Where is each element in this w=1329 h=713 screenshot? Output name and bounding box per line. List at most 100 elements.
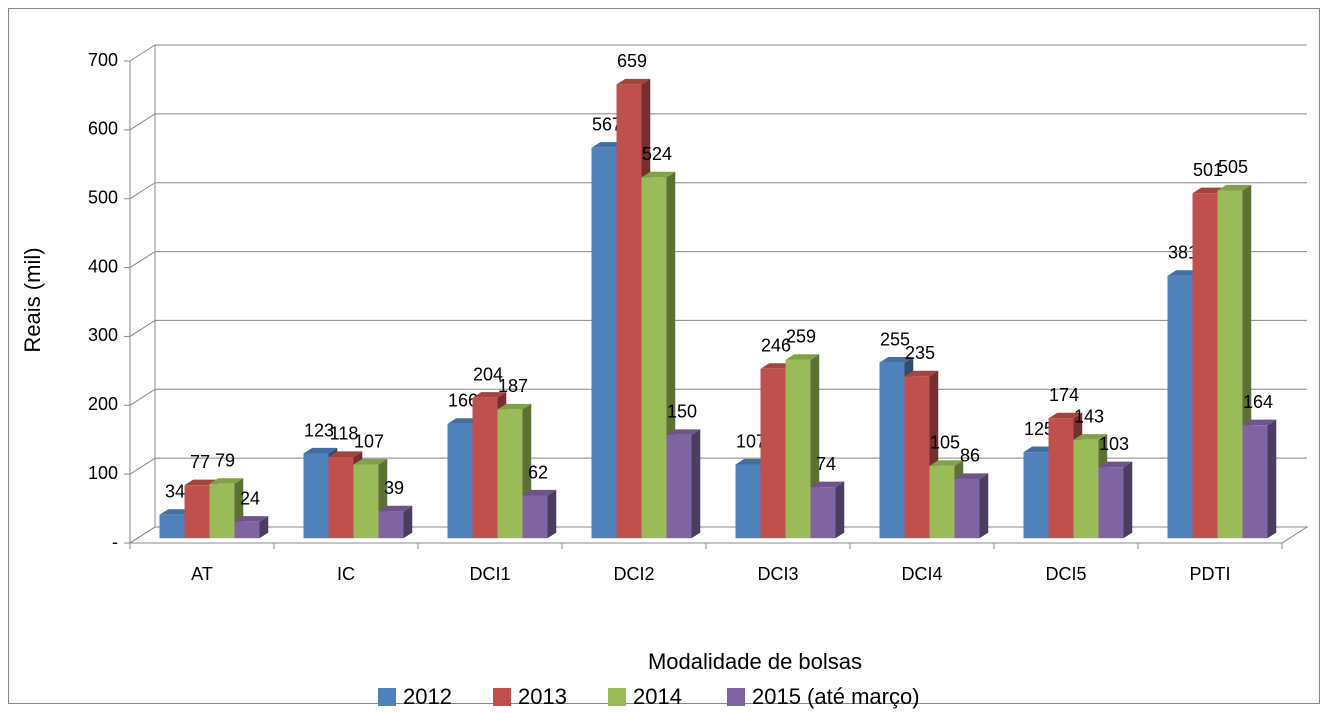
value-label: 34 [165, 482, 185, 502]
bar-top [472, 392, 507, 398]
bar [735, 464, 761, 539]
bar [1073, 439, 1099, 539]
bar [785, 359, 811, 539]
bar [904, 376, 930, 539]
value-label: 187 [498, 376, 528, 396]
bar [1192, 193, 1218, 539]
bar [616, 84, 642, 539]
bar-side [1267, 419, 1277, 539]
value-label: 166 [448, 391, 478, 411]
bar-3d [234, 516, 269, 539]
bar [209, 483, 235, 539]
bar-top [1048, 412, 1083, 419]
value-label: 24 [240, 488, 260, 508]
bar-top [810, 481, 845, 488]
bar-top [234, 516, 269, 522]
legend-swatch [727, 688, 745, 706]
bar [954, 478, 980, 539]
bar [1217, 190, 1243, 539]
bar [929, 465, 955, 539]
bar-side [547, 489, 557, 539]
legend-swatch [378, 688, 396, 706]
bar-side [691, 429, 701, 539]
bar [1023, 452, 1049, 539]
bar [378, 511, 404, 539]
legend-label: 2015 (até março) [752, 684, 920, 709]
y-tick-label: 500 [88, 187, 118, 207]
bar-3d [1242, 419, 1277, 539]
bar-top [879, 357, 914, 363]
bar-top [616, 78, 651, 85]
bar-top [785, 354, 820, 360]
legend-label: 2013 [518, 684, 567, 709]
value-label: 505 [1218, 157, 1248, 177]
x-tick-label: AT [191, 564, 213, 584]
value-label: 39 [384, 478, 404, 498]
grid-line [129, 251, 1307, 268]
bar [760, 368, 786, 539]
y-tick-label: - [112, 532, 118, 552]
value-label: 77 [190, 452, 210, 472]
x-tick-label: DCI2 [613, 564, 654, 584]
value-label: 567 [592, 115, 622, 135]
value-label: 62 [528, 462, 548, 482]
value-label: 107 [354, 431, 384, 451]
bar [641, 177, 667, 539]
bar-top [1098, 461, 1133, 468]
value-label: 164 [1243, 392, 1273, 412]
y-tick-label: 100 [88, 463, 118, 483]
bar-3d [810, 481, 845, 539]
bar-top [929, 460, 964, 466]
bar [1098, 467, 1124, 539]
x-axis-title: Modalidade de bolsas [648, 649, 862, 674]
bar [1167, 275, 1193, 539]
legend-swatch [608, 688, 626, 706]
value-label: 246 [761, 336, 791, 356]
y-axis-title: Reais (mil) [20, 247, 45, 352]
x-tick-label: DCI3 [757, 564, 798, 584]
value-label: 659 [617, 51, 647, 71]
value-label: 255 [880, 329, 910, 349]
bar [666, 434, 692, 539]
bar-3d [954, 473, 989, 539]
value-label: 204 [473, 364, 503, 384]
bar [591, 147, 617, 539]
x-tick-label: DCI5 [1045, 564, 1086, 584]
x-tick-label: IC [337, 564, 355, 584]
bar-top [522, 489, 557, 496]
value-label: 103 [1099, 434, 1129, 454]
bar-top [904, 370, 939, 377]
y-tick-label: 600 [88, 119, 118, 139]
bar-top [1073, 434, 1108, 440]
bar-side [403, 505, 413, 539]
bar-top [378, 505, 413, 512]
bar [1048, 418, 1074, 539]
bar [1242, 425, 1268, 539]
value-label: 86 [960, 446, 980, 466]
value-label: 235 [905, 343, 935, 363]
y-tick-label: 700 [88, 50, 118, 70]
legend-label: 2014 [633, 684, 682, 709]
bar [234, 521, 260, 539]
value-label: 107 [736, 431, 766, 451]
bar [447, 423, 473, 539]
y-tick-label: 300 [88, 325, 118, 345]
bar-top [954, 473, 989, 479]
value-label: 125 [1024, 419, 1054, 439]
bar-3d [522, 489, 557, 539]
bar-top [328, 451, 363, 457]
bar-3d [666, 429, 701, 539]
value-label: 150 [667, 402, 697, 422]
bar-3d [1098, 461, 1133, 539]
grid-line [129, 182, 1307, 200]
legend-label: 2012 [403, 684, 452, 709]
value-label: 105 [930, 433, 960, 453]
x-tick-label: DCI4 [901, 564, 942, 584]
bar [472, 397, 498, 539]
bar-top [303, 447, 338, 454]
grid-line [129, 44, 1307, 62]
value-label: 74 [816, 454, 836, 474]
bar-side [979, 473, 989, 539]
bar [159, 514, 185, 539]
